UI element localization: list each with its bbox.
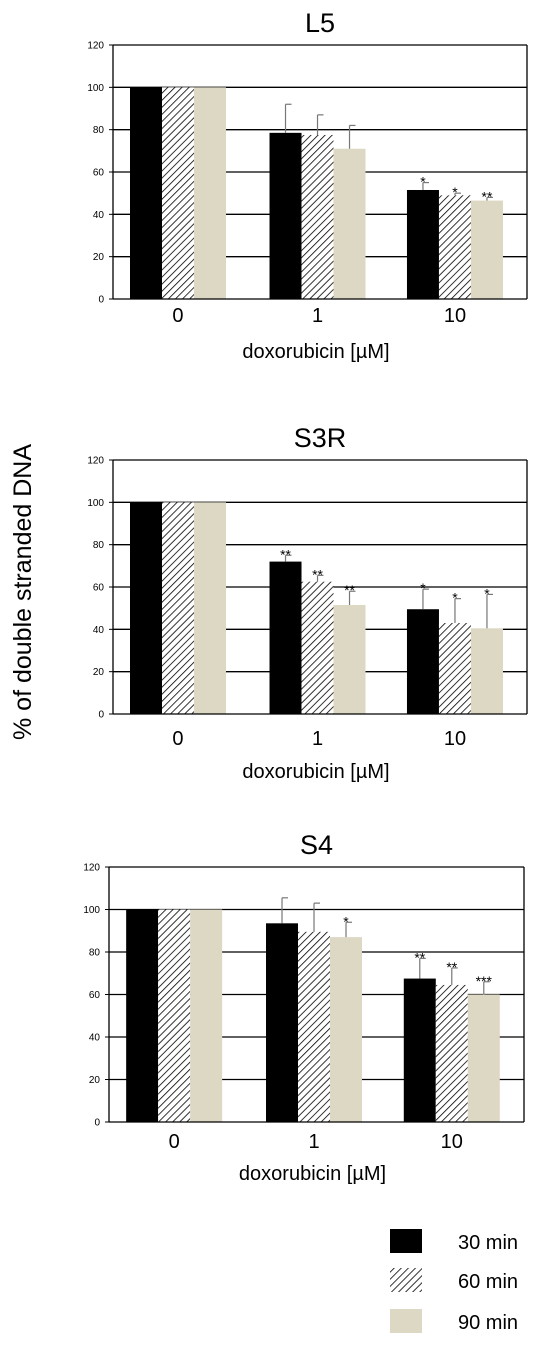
bar-30-min	[266, 923, 299, 1122]
bar-90-min	[333, 604, 366, 714]
significance-marker: **	[312, 566, 323, 582]
bar-90-min	[190, 909, 223, 1122]
y-tick-label: 20	[93, 252, 105, 263]
x-tick-label: 1	[308, 1131, 319, 1153]
bar-90-min	[470, 628, 503, 714]
y-tick-label: 0	[94, 1118, 100, 1129]
significance-marker: *	[484, 585, 490, 601]
bar-60-min	[161, 502, 194, 714]
x-tick-label: 0	[169, 1131, 180, 1153]
y-tick-label: 120	[87, 456, 104, 467]
y-tick-label: 40	[93, 625, 105, 636]
legend-swatch-90-min	[390, 1309, 422, 1333]
y-tick-label: 0	[98, 295, 104, 306]
bar-90-min	[193, 87, 226, 299]
bar-90-min	[467, 994, 500, 1122]
y-tick-label: 80	[93, 125, 105, 136]
bar-60-min	[298, 931, 331, 1122]
chart-title: S4	[300, 830, 333, 860]
legend-swatch-30-min	[390, 1229, 422, 1253]
chart-title: L5	[305, 8, 335, 38]
bar-60-min	[435, 984, 468, 1122]
y-tick-label: 80	[89, 948, 101, 959]
significance-marker: **	[482, 188, 493, 204]
bar-30-min	[269, 561, 302, 714]
x-tick-label: 1	[312, 305, 323, 327]
significance-marker: **	[280, 546, 291, 562]
x-tick-label: 10	[444, 305, 466, 327]
legend: 30 min 60 min 90 min	[390, 1229, 518, 1334]
x-axis-label: doxorubicin [µM]	[239, 1163, 386, 1185]
significance-marker: *	[343, 913, 349, 929]
significance-marker: *	[420, 174, 426, 190]
x-tick-label: 1	[312, 728, 323, 750]
bar-60-min	[438, 195, 471, 299]
significance-marker: *	[452, 590, 458, 606]
y-tick-label: 120	[87, 41, 104, 52]
y-tick-label: 60	[89, 990, 101, 1001]
bar-60-min	[438, 622, 471, 714]
x-axis-label: doxorubicin [µM]	[242, 341, 389, 363]
bar-30-min	[406, 189, 439, 299]
significance-marker: **	[414, 949, 425, 965]
bar-30-min	[126, 909, 159, 1122]
bar-30-min	[129, 87, 162, 299]
legend-label: 60 min	[458, 1271, 518, 1293]
y-tick-label: 100	[87, 83, 104, 94]
significance-marker: **	[446, 959, 457, 975]
x-tick-label: 10	[444, 728, 466, 750]
significance-marker: **	[344, 582, 355, 598]
bar-30-min	[403, 978, 436, 1122]
y-tick-label: 0	[98, 710, 104, 721]
bar-90-min	[330, 937, 363, 1122]
y-tick-label: 60	[93, 583, 105, 594]
bar-90-min	[470, 200, 503, 299]
bar-60-min	[158, 909, 191, 1122]
y-tick-label: 20	[93, 667, 105, 678]
bar-60-min	[301, 581, 334, 714]
y-tick-label: 80	[93, 540, 105, 551]
chart-title: S3R	[294, 423, 347, 453]
y-tick-label: 40	[93, 210, 105, 221]
bar-60-min	[301, 134, 334, 299]
significance-marker: *	[420, 580, 426, 596]
significance-marker: ***	[476, 973, 493, 989]
bar-90-min	[333, 148, 366, 299]
chart-s4: S40204060801001200*1*******10doxorubicin…	[83, 830, 525, 1185]
legend-label: 90 min	[458, 1312, 518, 1334]
y-tick-label: 120	[83, 863, 100, 874]
x-tick-label: 10	[441, 1131, 463, 1153]
bar-30-min	[406, 609, 439, 714]
bar-30-min	[269, 132, 302, 299]
y-tick-label: 100	[87, 498, 104, 509]
significance-marker: *	[452, 184, 458, 200]
x-tick-label: 0	[172, 305, 183, 327]
legend-swatch-60-min	[390, 1268, 422, 1292]
x-axis-label: doxorubicin [µM]	[242, 761, 389, 783]
x-tick-label: 0	[172, 728, 183, 750]
y-tick-label: 60	[93, 168, 105, 179]
bar-30-min	[129, 502, 162, 714]
bar-60-min	[161, 87, 194, 299]
y-axis-label: % of double stranded DNA	[9, 444, 37, 740]
bar-90-min	[193, 502, 226, 714]
y-tick-label: 20	[89, 1075, 101, 1086]
y-tick-label: 40	[89, 1033, 101, 1044]
legend-label: 30 min	[458, 1232, 518, 1254]
y-tick-label: 100	[83, 905, 100, 916]
